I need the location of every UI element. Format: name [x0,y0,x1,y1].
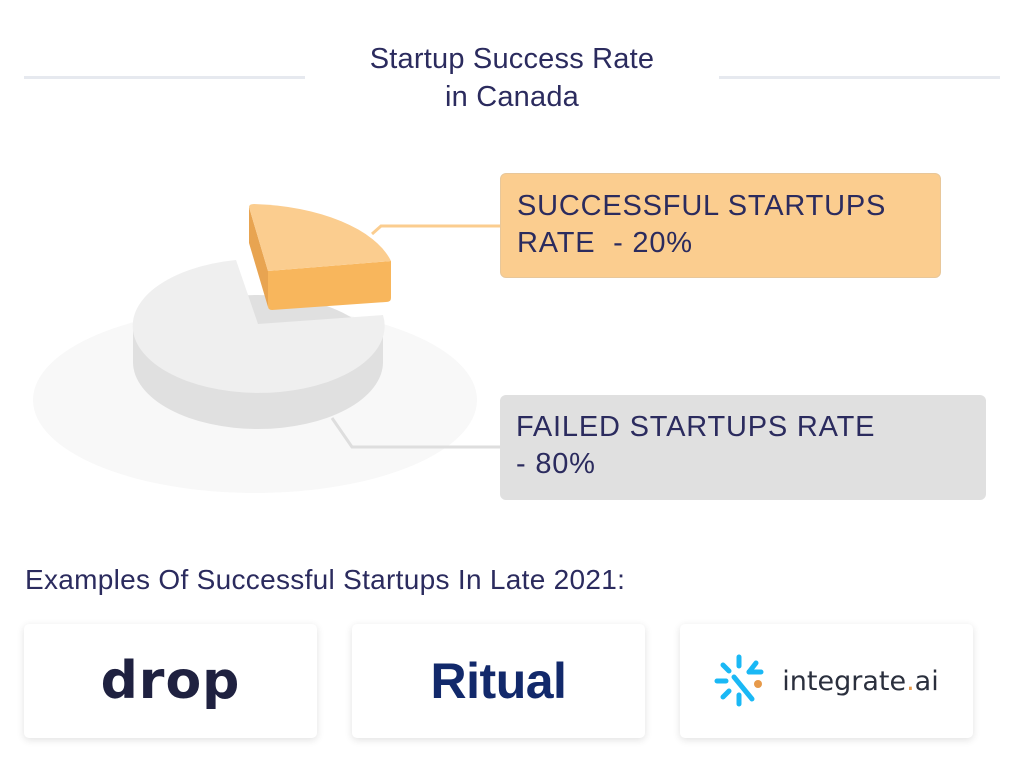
title-line-1: Startup Success Rate [369,43,655,75]
integrate-ai-logo: integrate.ai [714,653,939,709]
success-rate-value: RATE - 20% [517,227,693,259]
page-title: Startup Success Rate in Canada [305,40,719,116]
title-divider-right [719,76,1000,79]
pie-chart [33,204,500,493]
ritual-logo: Ritual [430,653,567,709]
integrate-ai-wordmark: integrate [782,665,907,697]
success-leader-line [371,224,500,236]
integrate-ai-burst-icon [714,654,764,707]
title-divider-left [24,76,305,79]
failed-slice-top [132,260,385,393]
logo-card-drop: drop [24,624,317,738]
logo-card-ritual: Ritual [352,624,645,738]
success-rate-label: SUCCESSFUL STARTUPS [517,190,887,222]
integrate-ai-dot: . [906,665,915,697]
failed-rate-callout: FAILED STARTUPS RATE - 80% [500,395,986,500]
failed-rate-label: FAILED STARTUPS RATE [516,411,876,443]
success-slice-side-left [249,207,268,307]
logo-card-integrate-ai: integrate.ai [680,624,973,738]
examples-heading: Examples Of Successful Startups In Late … [25,564,626,595]
success-slice-top [249,204,391,271]
failed-leader-line [330,417,500,449]
integrate-ai-suffix: ai [914,665,939,697]
success-slice-side-front [268,261,391,310]
success-rate-callout: SUCCESSFUL STARTUPS RATE - 20% [500,173,941,278]
drop-logo: drop [100,651,241,711]
failed-rate-value: - 80% [516,448,596,480]
title-line-2: in Canada [444,81,579,113]
